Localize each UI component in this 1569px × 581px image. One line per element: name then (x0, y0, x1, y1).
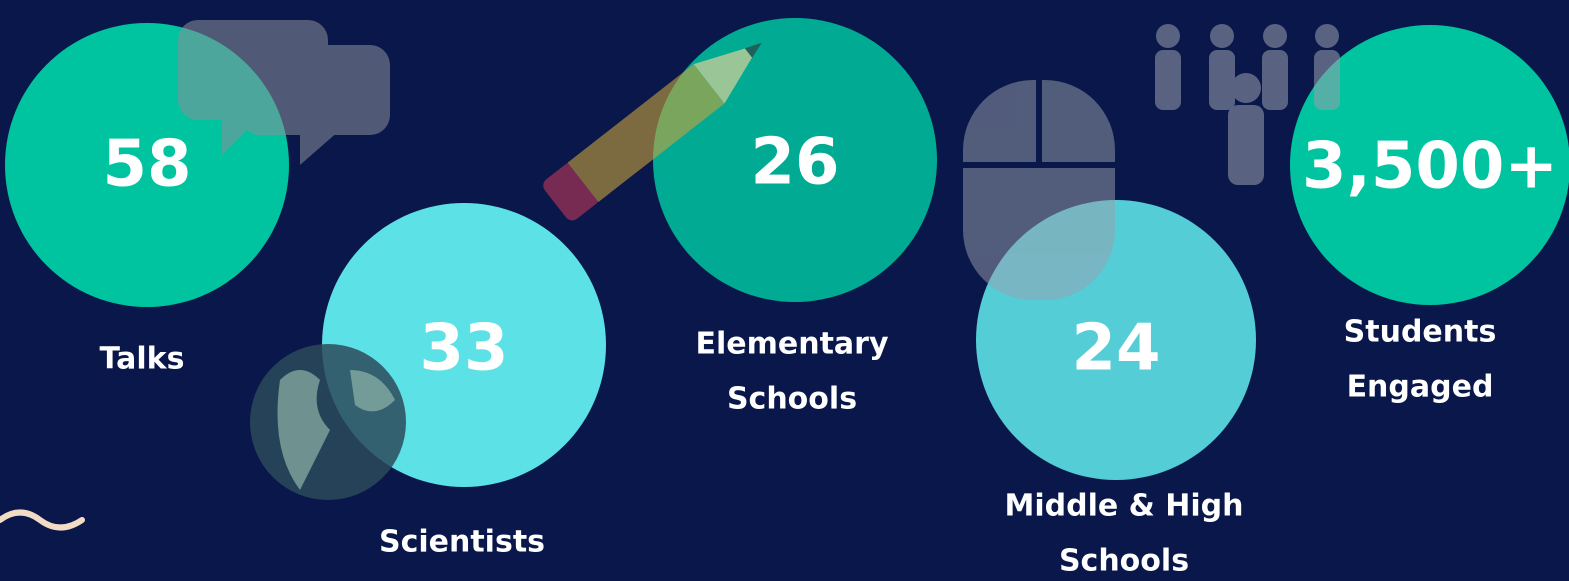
speech-bubbles-icon (178, 20, 390, 165)
stat-label: Schools (1059, 544, 1189, 579)
stat-value: 26 (750, 126, 839, 200)
stat-label: Schools (727, 382, 857, 417)
pencil-icon (543, 42, 762, 221)
squiggle (0, 509, 85, 531)
mouse-icon (963, 80, 1115, 300)
stat-label: Students (1344, 315, 1497, 350)
people-icon (1155, 24, 1340, 185)
stat-label: Engaged (1347, 370, 1494, 405)
stat-value: 24 (1071, 312, 1160, 386)
stat-value: 3,500+ (1302, 130, 1558, 204)
stat-value: 33 (419, 312, 508, 386)
stat-label: Middle & High (1005, 489, 1244, 524)
stat-label: Scientists (379, 525, 545, 560)
stat-label: Elementary (695, 327, 888, 362)
globe-icon (250, 344, 406, 500)
stat-value: 58 (102, 128, 191, 202)
stat-circle (1290, 25, 1569, 305)
stat-label: Talks (100, 342, 185, 377)
